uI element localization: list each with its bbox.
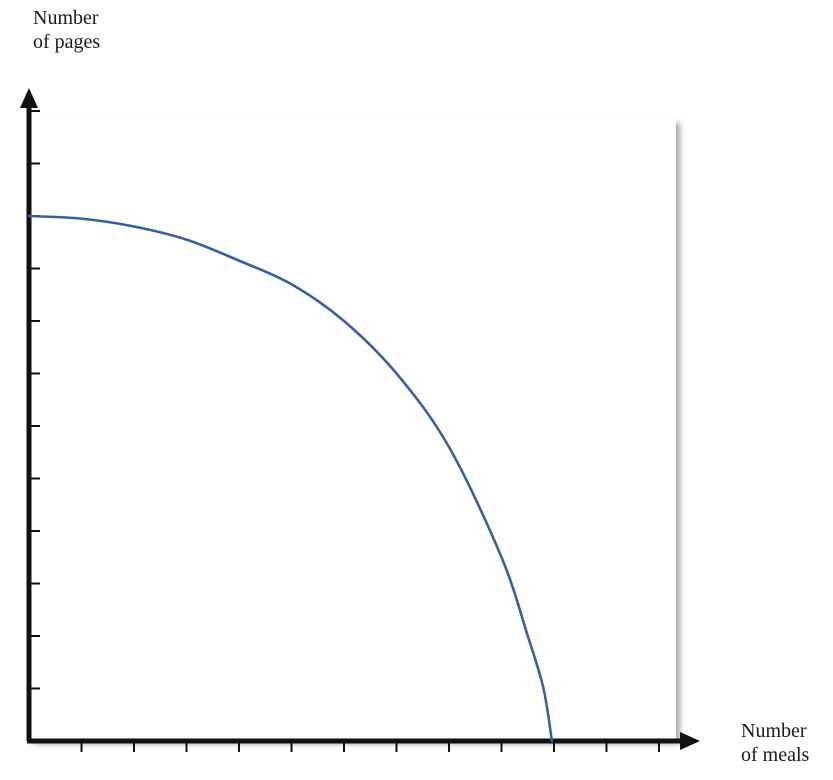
y-axis-label-line-2: of pages (33, 31, 101, 53)
plot-area (29, 119, 676, 740)
series-line-ppf (27, 214, 554, 743)
x-axis-label-line-1: Number (741, 720, 807, 742)
y-axis-label: Number of pages (33, 6, 100, 54)
x-axis-label-line-2: of meals (741, 744, 810, 766)
y-axis-label-line-1: Number (33, 7, 99, 29)
y-axis-arrowhead (20, 88, 38, 108)
x-axis-label: Number of meals (741, 719, 809, 767)
x-axis-arrowhead (680, 732, 700, 750)
